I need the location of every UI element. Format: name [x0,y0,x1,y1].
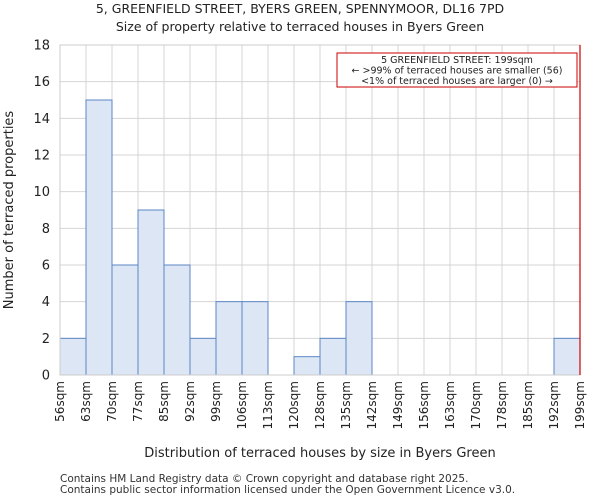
x-tick-label: 163sqm [443,381,457,429]
x-tick-label: 178sqm [495,381,509,429]
chart-subtitle: Size of property relative to terraced ho… [115,19,485,34]
annotation-box [336,52,578,88]
y-tick-label: 0 [42,369,50,384]
x-tick-label: 92sqm [183,381,197,422]
y-tick-label: 2 [42,332,50,347]
x-tick-label: 99sqm [209,381,223,422]
histogram-bar [137,209,165,376]
annotation-text: ← >99% of terraced houses are smaller (5… [352,66,563,77]
x-tick-label: 63sqm [79,381,93,422]
histogram-bar [319,337,347,376]
histogram-bar [293,356,321,376]
histogram-bar [345,301,373,376]
histogram-chart: 0 2 4 6 8 10 12 14 16 18 56sqm 63sqm 70sqm 77sqm 85sqm… [2,39,587,462]
histogram-bar [163,264,191,376]
x-tick-label: 185sqm [521,381,535,429]
x-tick-label: 156sqm [417,381,431,429]
x-tick-label: 106sqm [235,381,249,429]
x-tick-label: 56sqm [53,381,67,422]
x-tick-label: 128sqm [313,381,327,429]
histogram-bar [241,301,269,376]
annotation-text: <1% of terraced houses are larger (0) → [361,76,553,87]
x-tick-label: 192sqm [547,381,561,429]
y-tick-label: 14 [33,112,50,127]
footer-line-1: Contains HM Land Registry data © Crown c… [60,473,469,485]
histogram-bar [189,337,217,376]
annotation-text: 5 GREENFIELD STREET: 199sqm [381,55,533,66]
x-tick-label: 113sqm [261,381,275,429]
x-tick-label: 85sqm [157,381,171,422]
x-tick-label: 149sqm [391,381,405,429]
x-tick-label: 70sqm [105,381,119,422]
x-tick-label: 77sqm [131,381,145,422]
y-axis-label: Number of terraced properties [2,111,17,310]
x-tick-label: 142sqm [365,381,379,429]
y-tick-label: 10 [33,185,50,200]
histogram-bar [215,301,243,376]
histogram-bar [553,337,581,376]
histogram-bar [85,99,113,376]
y-tick-label: 4 [42,295,50,310]
y-tick-label: 8 [42,222,50,237]
histogram-bar [111,264,139,376]
y-tick-label: 12 [33,149,50,164]
x-tick-label: 135sqm [339,381,353,429]
x-tick-label: 170sqm [469,381,483,429]
x-tick-label: 120sqm [287,381,301,429]
y-tick-label: 6 [42,259,50,274]
y-tick-label: 16 [33,75,50,90]
x-axis-label: Distribution of terraced houses by size … [144,446,495,461]
footer-line-2: Contains public sector information licen… [60,484,516,496]
y-tick-label: 18 [33,39,50,54]
chart-title: 5, GREENFIELD STREET, BYERS GREEN, SPENN… [95,1,505,16]
histogram-bar [59,337,87,376]
x-tick-label: 199sqm [573,381,587,429]
